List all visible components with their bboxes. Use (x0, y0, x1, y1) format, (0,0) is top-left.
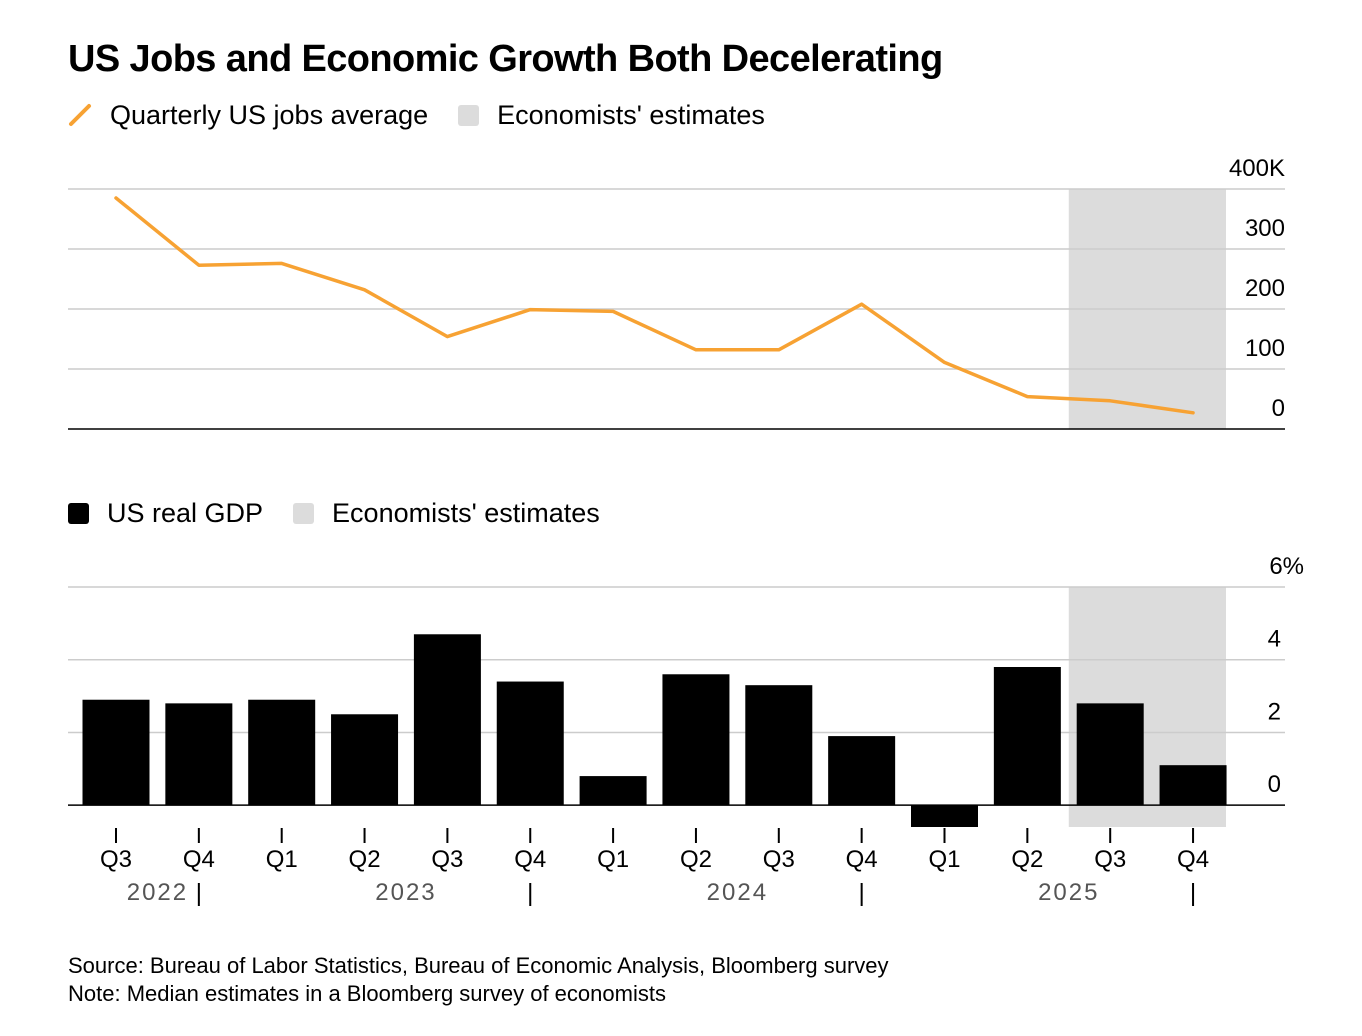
jobs-ytick-label: 0 (1272, 395, 1285, 422)
legend-label-estimates-bottom: Economists' estimates (332, 497, 600, 528)
quarter-label: Q1 (597, 846, 629, 873)
gdp-ytick-label: 4 (1268, 626, 1281, 653)
gdp-bar (1159, 765, 1227, 806)
gdp-bar (82, 699, 150, 806)
gdp-bar (248, 699, 316, 806)
quarter-label: Q4 (846, 846, 878, 873)
chart-title: US Jobs and Economic Growth Both Deceler… (68, 38, 943, 80)
source-note: Source: Bureau of Labor Statistics, Bure… (68, 953, 889, 978)
gdp-bar (993, 667, 1061, 806)
jobs-ytick-label: 400K (1229, 155, 1285, 182)
black-square-icon (68, 502, 89, 524)
quarter-label: Q2 (1011, 846, 1043, 873)
quarter-label: Q3 (763, 846, 795, 873)
gdp-bar (579, 776, 647, 806)
jobs-ytick-label: 300 (1245, 215, 1285, 242)
gdp-ytick-label: 6% (1269, 553, 1304, 580)
method-note: Note: Median estimates in a Bloomberg su… (68, 981, 666, 1006)
legend-item-gdp: US real GDP (68, 498, 263, 529)
jobs-ytick-label: 100 (1245, 335, 1285, 362)
year-label: 2024 (707, 879, 768, 906)
quarter-label: Q1 (928, 846, 960, 873)
jobs-legend: Quarterly US jobs average Economists' es… (68, 98, 795, 132)
gdp-ytick-label: 2 (1268, 698, 1281, 725)
gdp-bar (662, 674, 730, 806)
jobs-ytick-label: 200 (1245, 275, 1285, 302)
legend-label-estimates-top: Economists' estimates (497, 99, 765, 130)
gray-square-icon (458, 104, 480, 126)
gdp-legend: US real GDP Economists' estimates (68, 496, 630, 530)
gdp-bar (331, 714, 399, 806)
year-label: 2025 (1038, 879, 1099, 906)
quarter-label: Q2 (349, 846, 381, 873)
legend-item-jobs: Quarterly US jobs average (68, 100, 428, 131)
year-label: 2022 (127, 879, 188, 906)
gray-square-icon (293, 502, 315, 524)
gdp-bar (828, 736, 896, 806)
quarter-label: Q4 (1177, 846, 1209, 873)
legend-label-gdp: US real GDP (107, 497, 264, 528)
quarter-label: Q3 (100, 846, 132, 873)
year-label: 2023 (375, 879, 436, 906)
jobs-series-line (114, 196, 1195, 415)
gdp-bar (165, 703, 233, 806)
quarter-label: Q4 (183, 846, 215, 873)
quarter-label: Q3 (431, 846, 463, 873)
legend-item-estimates-top: Economists' estimates (458, 100, 765, 131)
quarter-label: Q1 (266, 846, 298, 873)
quarter-label: Q4 (514, 846, 546, 873)
legend-item-estimates-bottom: Economists' estimates (293, 498, 600, 529)
gdp-bar (1076, 703, 1144, 806)
gdp-ytick-label: 0 (1268, 771, 1281, 798)
gdp-bar (413, 634, 481, 806)
gdp-bar (496, 681, 564, 806)
orange-line-icon (68, 103, 92, 127)
quarter-label: Q3 (1094, 846, 1126, 873)
gdp-bar (911, 805, 978, 827)
gdp-bar (745, 685, 813, 806)
quarter-label: Q2 (680, 846, 712, 873)
legend-label-jobs: Quarterly US jobs average (110, 99, 429, 130)
